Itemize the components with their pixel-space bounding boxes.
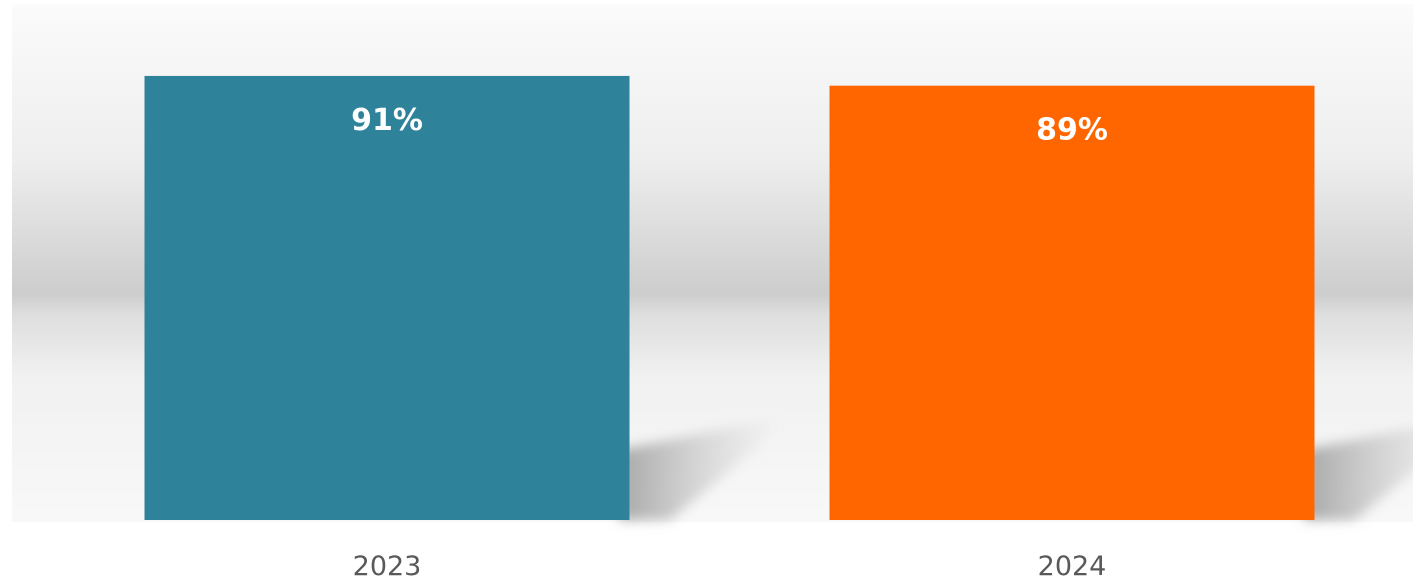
x-tick-label-2023: 2023: [353, 551, 422, 580]
bar-2023: [144, 75, 630, 521]
bars: [144, 75, 1315, 521]
x-tick-label-2024: 2024: [1038, 551, 1107, 580]
value-label-2024: 89%: [1036, 113, 1108, 148]
value-label-2023: 91%: [351, 103, 423, 138]
bar-shadows: [619, 420, 1413, 520]
value-labels: 91% 89%: [351, 103, 1108, 148]
x-axis-tick-labels: 2023 2024: [353, 551, 1107, 580]
bar-shadow-2023: [619, 420, 780, 520]
bar-2024: [829, 85, 1315, 521]
bar-shadow-2024: [1304, 428, 1413, 520]
